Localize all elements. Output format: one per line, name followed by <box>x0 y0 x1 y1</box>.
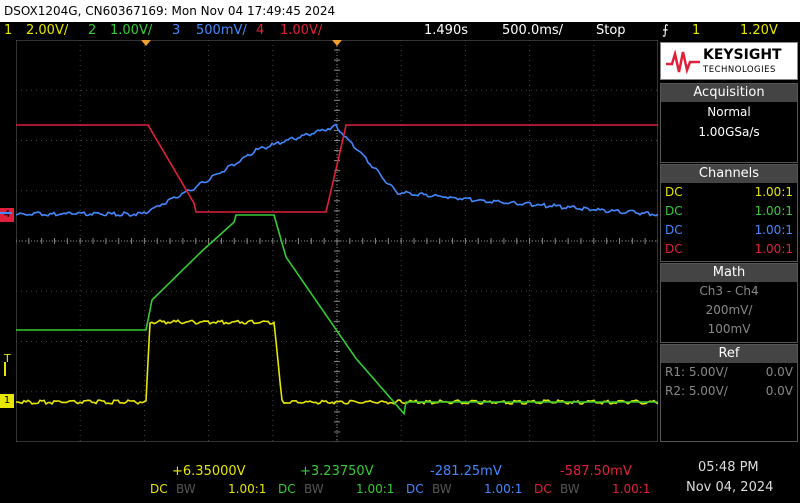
acquisition-header: Acquisition <box>661 84 797 102</box>
ch2-scale[interactable]: 1.00V/ <box>110 23 153 38</box>
ch3-measurement: -281.25mV <box>430 464 502 479</box>
brand-name: KEYSIGHT <box>703 47 782 63</box>
channel-row[interactable]: DC 1.00:1 <box>661 240 797 259</box>
channels-header: Channels <box>661 165 797 183</box>
ch2-bw-limit[interactable]: BW <box>304 482 324 496</box>
math-scale: 200mV/ <box>705 303 753 317</box>
ch1-number[interactable]: 1 <box>4 23 13 38</box>
ref-scale: 5.00V/ <box>688 365 728 379</box>
ch4-ground-marker[interactable]: 4 <box>0 208 14 222</box>
ch1-bw-limit[interactable]: BW <box>176 482 196 496</box>
channel-row[interactable]: DC 1.00:1 <box>661 202 797 221</box>
ch1-ground-marker[interactable]: 1 <box>0 394 14 408</box>
trigger-marker-label: T <box>4 352 11 365</box>
ch4-trace <box>16 124 658 213</box>
run-state[interactable]: Stop <box>596 23 626 38</box>
clock-date: Nov 04, 2024 <box>686 480 774 495</box>
channel-coupling: DC <box>665 242 683 256</box>
channels-section[interactable]: Channels DC 1.00:1 DC 1.00:1 DC 1.00:1 DC 1.… <box>660 164 798 262</box>
trigger-edge-icon[interactable]: ⨍ <box>662 23 669 38</box>
clock-time: 05:48 PM <box>698 460 759 475</box>
channel-probe: 1.00:1 <box>754 204 793 218</box>
ref-offset: 0.0V <box>765 384 793 398</box>
ch4-number[interactable]: 4 <box>256 23 265 38</box>
brand-logo: KEYSIGHT TECHNOLOGIES <box>660 42 798 80</box>
horizontal-delay[interactable]: 1.490s <box>424 23 468 38</box>
ref-scale: 5.00V/ <box>688 384 728 398</box>
trigger-level[interactable]: 1.20V <box>740 23 778 38</box>
ch4-scale[interactable]: 1.00V/ <box>280 23 323 38</box>
ch1-probe[interactable]: 1.00:1 <box>228 482 267 496</box>
ref-header: Ref <box>661 345 797 363</box>
ch2-probe[interactable]: 1.00:1 <box>356 482 395 496</box>
ch2-number[interactable]: 2 <box>88 23 97 38</box>
ch2-coupling[interactable]: DC <box>278 482 296 496</box>
channel-coupling: DC <box>665 223 683 237</box>
right-panel: KEYSIGHT TECHNOLOGIES Acquisition Normal… <box>660 40 800 442</box>
math-offset: 100mV <box>707 322 751 336</box>
channel-probe: 1.00:1 <box>754 242 793 256</box>
channel-probe: 1.00:1 <box>754 223 793 237</box>
trigger-position-marker[interactable] <box>141 40 151 46</box>
ref-label: R2: <box>665 384 686 398</box>
ch2-ground-marker[interactable] <box>4 362 16 376</box>
ch4-bw-limit[interactable]: BW <box>560 482 580 496</box>
ref-label: R1: <box>665 365 686 379</box>
window-title: DSOX1204G, CN60367169: Mon Nov 04 17:49:… <box>0 0 800 22</box>
ch4-measurement: -587.50mV <box>560 464 632 479</box>
math-header: Math <box>661 264 797 282</box>
channel-probe: 1.00:1 <box>754 185 793 199</box>
ch3-number[interactable]: 3 <box>172 23 181 38</box>
channel-row[interactable]: DC 1.00:1 <box>661 221 797 240</box>
ref-row-r1[interactable]: R1: 5.00V/0.0V <box>661 363 797 382</box>
measurement-bar: +6.35000V +3.23750V -281.25mV -587.50mV … <box>0 460 800 503</box>
ch4-marker-label: 4 <box>3 209 11 220</box>
ch3-coupling[interactable]: DC <box>406 482 424 496</box>
ch1-coupling[interactable]: DC <box>150 482 168 496</box>
math-function: Ch3 - Ch4 <box>699 284 759 298</box>
horizontal-center-marker[interactable] <box>332 40 342 46</box>
channel-coupling: DC <box>665 185 683 199</box>
sample-rate: 1.00GSa/s <box>698 125 760 139</box>
graticule <box>16 40 658 442</box>
ch4-probe[interactable]: 1.00:1 <box>612 482 651 496</box>
ch2-measurement: +3.23750V <box>300 464 374 479</box>
ch1-measurement: +6.35000V <box>172 464 246 479</box>
channel-coupling: DC <box>665 204 683 218</box>
acquisition-mode: Normal <box>707 105 751 119</box>
timebase[interactable]: 500.0ms/ <box>502 23 564 38</box>
ch2-trace <box>16 214 658 416</box>
status-bar: 1 2.00V/ 2 1.00V/ 3 500mV/ 4 1.00V/ 1.49… <box>0 22 800 40</box>
ref-row-r2[interactable]: R2: 5.00V/0.0V <box>661 382 797 401</box>
ch1-scale[interactable]: 2.00V/ <box>26 23 69 38</box>
ref-offset: 0.0V <box>765 365 793 379</box>
ref-section[interactable]: Ref R1: 5.00V/0.0V R2: 5.00V/0.0V <box>660 344 798 442</box>
ch3-bw-limit[interactable]: BW <box>432 482 452 496</box>
ch4-coupling[interactable]: DC <box>534 482 552 496</box>
channel-row[interactable]: DC 1.00:1 <box>661 183 797 202</box>
keysight-wave-icon <box>666 50 700 74</box>
math-section[interactable]: Math Ch3 - Ch4 200mV/ 100mV <box>660 263 798 343</box>
trigger-source[interactable]: 1 <box>692 23 701 38</box>
ch3-scale[interactable]: 500mV/ <box>196 23 247 38</box>
ch3-probe[interactable]: 1.00:1 <box>484 482 523 496</box>
waveform-display[interactable] <box>16 40 658 442</box>
acquisition-section[interactable]: Acquisition Normal 1.00GSa/s <box>660 83 798 163</box>
brand-sub: TECHNOLOGIES <box>703 65 776 75</box>
ch3-trace <box>16 123 658 217</box>
trigger-level-marker[interactable]: T <box>4 352 11 365</box>
ch1-marker-label: 1 <box>3 395 11 406</box>
ch3-ground-marker[interactable] <box>0 212 12 224</box>
